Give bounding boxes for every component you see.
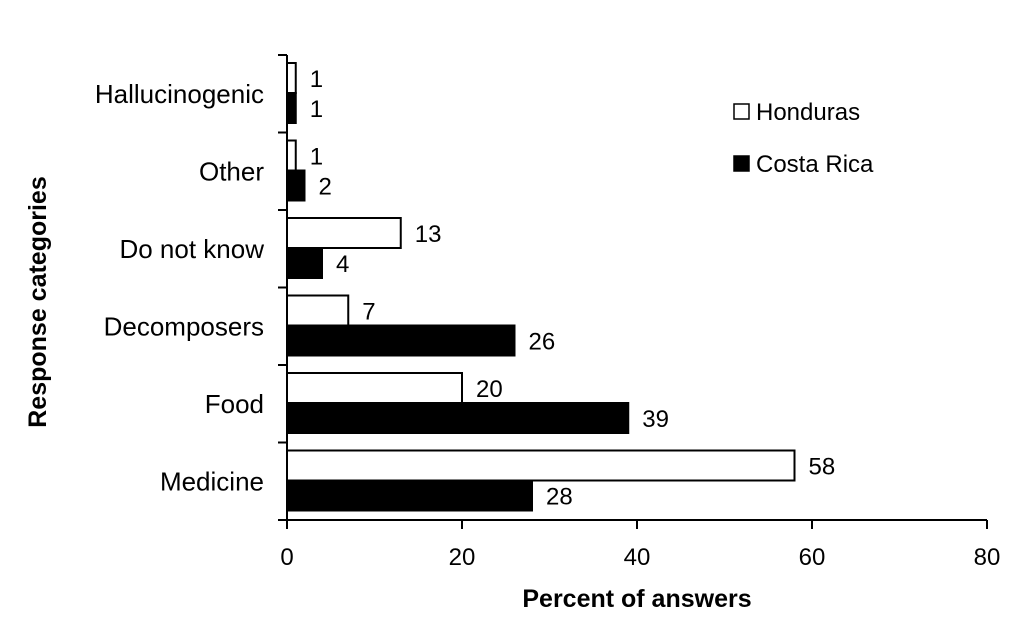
bars-layer [286, 62, 796, 512]
category-label-medicine: Medicine [160, 466, 264, 496]
value-labels-layer: 1 1 1 2 13 47 26 20 39 58 28 [310, 66, 835, 511]
legend-swatch-honduras [733, 103, 750, 120]
bar-honduras-do-not-know [286, 217, 402, 249]
category-label-other: Other [199, 156, 264, 186]
legend-swatch-costa-rica [733, 155, 750, 172]
bar-honduras-medicine [286, 449, 796, 482]
category-label-do-not-know: Do not know [119, 234, 264, 264]
bar-costa-rica-hallucinogenic [286, 92, 297, 124]
legend: Honduras Costa Rica [733, 99, 874, 178]
category-label-food: Food [205, 389, 264, 419]
x-tick-label-80: 80 [974, 544, 1001, 571]
x-tick-label-60: 60 [799, 544, 826, 571]
value-label-honduras-do-not-know: 13 [415, 221, 442, 248]
value-label-costa-rica-medicine: 28 [546, 484, 573, 511]
value-label-costa-rica-other: 2 [319, 174, 332, 201]
bar-honduras-food [286, 372, 463, 404]
value-label-honduras-medicine: 58 [809, 454, 836, 481]
tick-labels-layer: 0 20 40 60 80 [280, 544, 1000, 571]
category-label-hallucinogenic: Hallucinogenic [95, 79, 264, 109]
value-label-honduras-hallucinogenic: 1 [310, 66, 323, 93]
legend-label-costa-rica: Costa Rica [756, 151, 874, 178]
y-axis-title: Response categories [24, 176, 52, 428]
value-label-costa-rica-hallucinogenic: 1 [310, 96, 323, 123]
value-label-honduras-decomposers: 7 [362, 299, 375, 326]
value-label-costa-rica-do-not-know: 4 [336, 251, 349, 278]
category-label-decomposers: Decomposers [104, 311, 264, 341]
axes-layer [278, 54, 988, 529]
bar-costa-rica-medicine [286, 479, 533, 512]
value-label-costa-rica-food: 39 [642, 406, 669, 433]
value-label-honduras-other: 1 [310, 144, 323, 171]
bar-costa-rica-do-not-know [286, 247, 323, 279]
legend-label-honduras: Honduras [756, 99, 860, 126]
bar-honduras-other [286, 139, 297, 172]
bar-honduras-hallucinogenic [286, 62, 297, 94]
bar-honduras-decomposers [286, 294, 350, 327]
x-tick-label-40: 40 [624, 544, 651, 571]
x-axis-title: Percent of answers [522, 585, 751, 613]
value-label-costa-rica-decomposers: 26 [529, 329, 556, 356]
category-labels-layer: Hallucinogenic Other Do not know Decomposer… [95, 79, 264, 497]
bar-costa-rica-food [286, 402, 630, 434]
value-label-honduras-food: 20 [476, 376, 503, 403]
x-tick-label-0: 0 [280, 544, 293, 571]
x-tick-label-20: 20 [449, 544, 476, 571]
bar-costa-rica-other [286, 169, 306, 202]
bar-costa-rica-decomposers [286, 324, 516, 357]
